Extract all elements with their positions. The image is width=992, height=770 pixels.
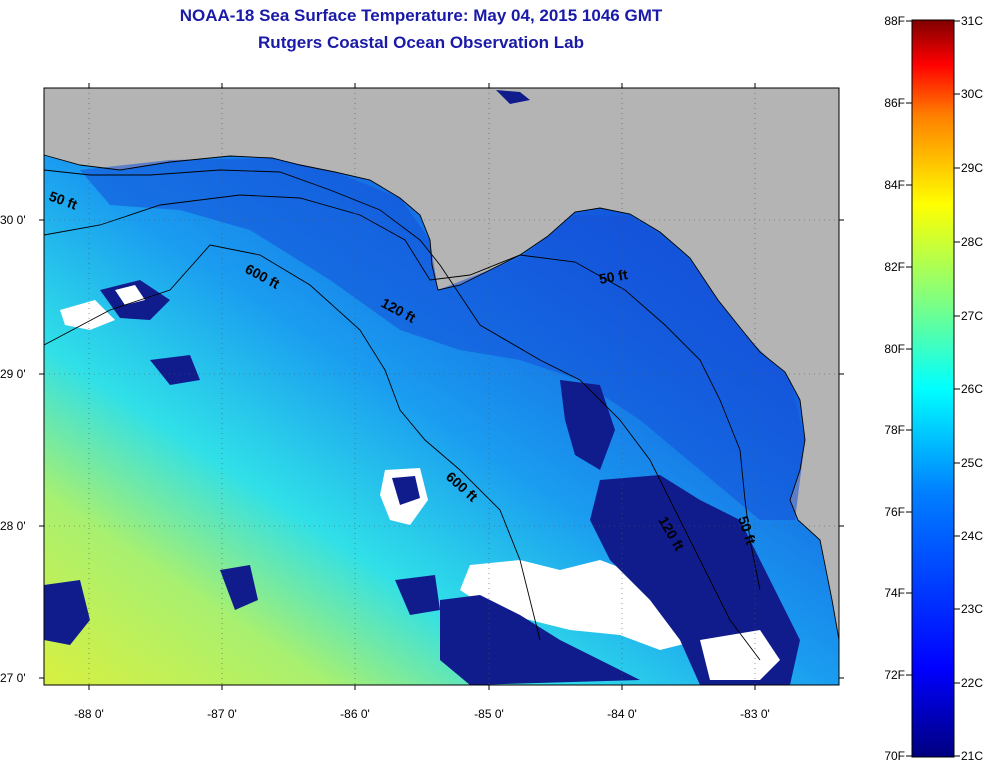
- lon-label: -86 0': [340, 707, 370, 721]
- colorbar-f-label: 84F: [884, 178, 905, 192]
- lat-label: 27 0': [0, 671, 26, 685]
- map-subtitle: Rutgers Coastal Ocean Observation Lab: [258, 33, 584, 52]
- colorbar-c-label: 21C: [961, 749, 983, 763]
- lon-label: -88 0': [74, 707, 104, 721]
- colorbar-c-label: 22C: [961, 676, 983, 690]
- colorbar-f-label: 72F: [884, 668, 905, 682]
- cool-water-band: [80, 158, 805, 520]
- lon-label: -87 0': [207, 707, 237, 721]
- colorbar-c-label: 27C: [961, 309, 983, 323]
- lat-label: 29 0': [0, 367, 26, 381]
- lon-label: -83 0': [740, 707, 770, 721]
- colorbar-f-label: 88F: [884, 14, 905, 28]
- map-title: NOAA-18 Sea Surface Temperature: May 04,…: [179, 6, 663, 25]
- colorbar-c-label: 31C: [961, 14, 983, 28]
- colorbar-f-label: 86F: [884, 96, 905, 110]
- colorbar-f-label: 76F: [884, 505, 905, 519]
- depth-label: 50 ft: [598, 266, 629, 287]
- map-frame: [43, 87, 840, 686]
- colorbar: [911, 19, 955, 758]
- colorbar-c-label: 28C: [961, 235, 983, 249]
- colorbar-f-label: 74F: [884, 586, 905, 600]
- lon-label: -85 0': [474, 707, 504, 721]
- colorbar-c-label: 24C: [961, 529, 983, 543]
- depth-contours: [43, 169, 761, 661]
- axis-ticks: [39, 83, 844, 690]
- lat-label: 28 0': [0, 519, 26, 533]
- colorbar-c-label: 23C: [961, 602, 983, 616]
- colorbar-c-label: 30C: [961, 87, 983, 101]
- colorbar-f-label: 78F: [884, 423, 905, 437]
- colorbar-c-label: 29C: [961, 161, 983, 175]
- lat-label: 30 0': [0, 213, 26, 227]
- lon-label: -84 0': [607, 707, 637, 721]
- colorbar-c-label: 26C: [961, 382, 983, 396]
- colorbar-ticks: [906, 20, 960, 757]
- colorbar-f-label: 82F: [884, 260, 905, 274]
- colorbar-c-label: 25C: [961, 456, 983, 470]
- colorbar-f-label: 70F: [884, 749, 905, 763]
- colorbar-f-label: 80F: [884, 342, 905, 356]
- coastline: [43, 154, 840, 641]
